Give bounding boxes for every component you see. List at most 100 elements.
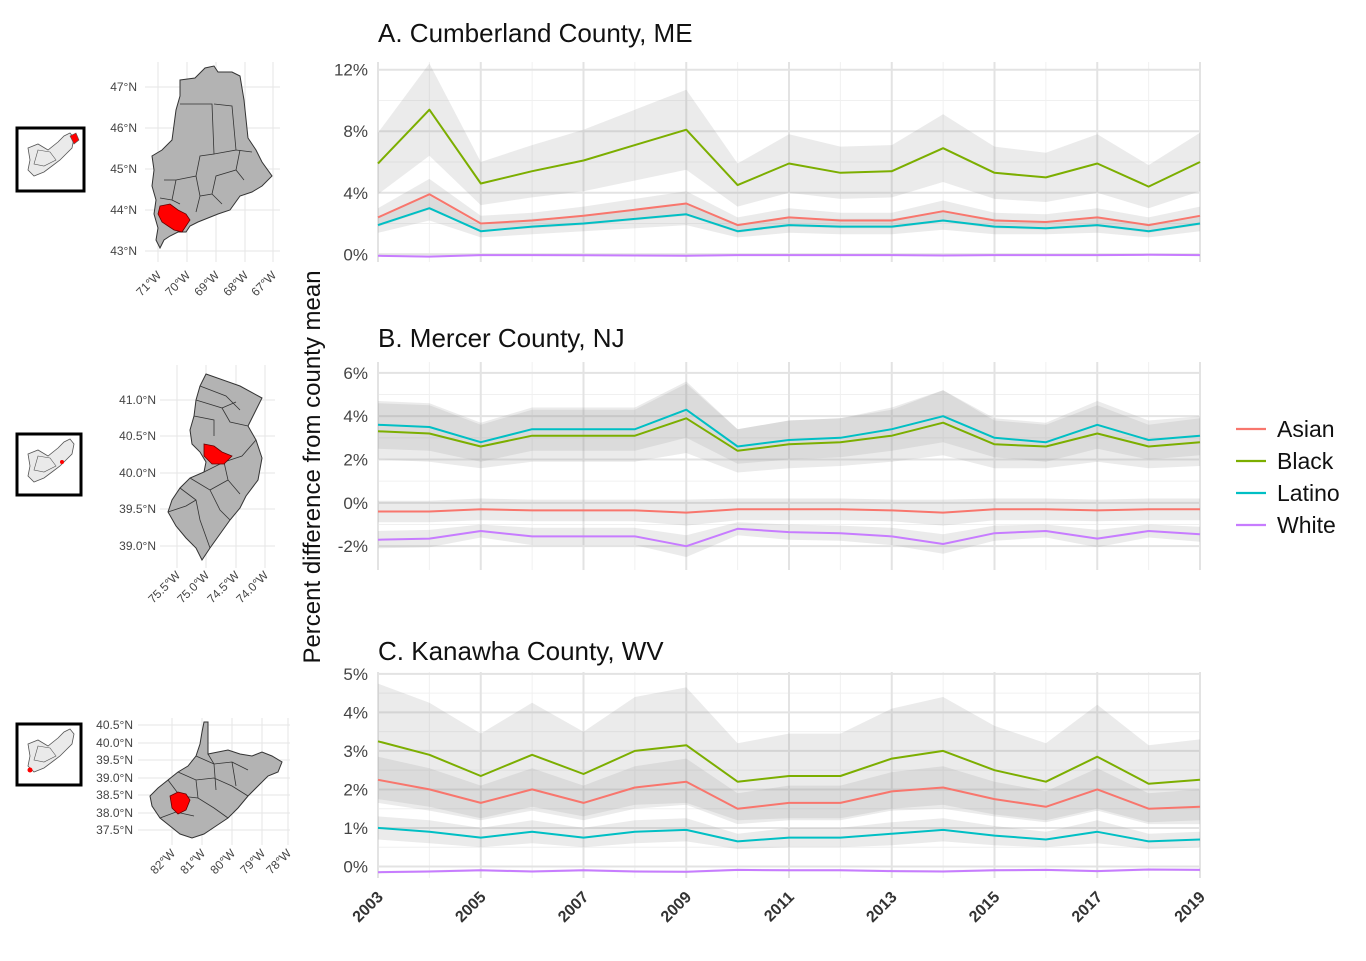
x-tick-label: 2013 (863, 889, 900, 926)
locator-map-ne-wv (15, 722, 83, 787)
map-lon-label: 68°W (220, 268, 251, 299)
x-tick-label: 2007 (555, 889, 592, 926)
highlighted-county-kanawha (169, 791, 191, 815)
x-axis: 2003 2005 2007 2009 2011 2013 2015 2017 2019 (350, 889, 1209, 926)
legend-item-asian: Asian (1236, 416, 1335, 442)
ci-ribbon-white (378, 522, 1200, 557)
map-lat-label: 40.5°N (119, 429, 156, 443)
ci-ribbon-asian (378, 178, 1200, 233)
y-tick-label: 0% (343, 494, 368, 513)
map-lat-label: 40.5°N (96, 718, 133, 732)
series-line-asian (377, 778, 1201, 810)
panel-title: B. Mercer County, NJ (378, 323, 625, 353)
y-tick-label: 2% (343, 780, 368, 799)
locator-map-ne-me (15, 126, 86, 193)
legend-label: White (1277, 512, 1336, 538)
series-lines (377, 740, 1201, 874)
series-line-black (377, 740, 1201, 785)
legend: Asian Black Latino White (1236, 416, 1340, 538)
series-line-black (377, 417, 1201, 452)
ci-ribbon-asian (378, 498, 1200, 526)
map-lat-label: 39.0°N (96, 771, 133, 785)
y-tick-label: 12% (334, 61, 368, 80)
y-tick-label: 2% (343, 451, 368, 470)
map-lat-label: 40.0°N (119, 466, 156, 480)
map-lon-label: 78°W (263, 846, 294, 877)
series-line-black (377, 108, 1201, 188)
map-lat-label: 47°N (110, 80, 137, 94)
map-lat-label: 39.5°N (119, 502, 156, 516)
gridlines (377, 362, 1201, 570)
y-tick-label: -2% (338, 537, 368, 556)
series-lines (377, 108, 1201, 258)
legend-item-white: White (1236, 512, 1336, 538)
series-line-latino (377, 207, 1201, 233)
panel-3: C. Kanawha County, WV 0% 1% 2% 3% 4% 5% (343, 636, 1201, 878)
y-tick-label: 1% (343, 819, 368, 838)
ci-ribbon-asian (378, 756, 1200, 825)
series-line-white (377, 868, 1201, 874)
map-lat-label: 41.0°N (119, 393, 156, 407)
highlighted-county-mercer (203, 443, 233, 465)
state-map-wv: 40.5°N 40.0°N 39.5°N 39.0°N 38.5°N 38.0°N 37.5… (96, 718, 295, 877)
series-line-asian (378, 508, 1200, 514)
y-tick-label: 5% (343, 665, 368, 684)
panel-1: A. Cumberland County, ME 0% 4% 8% 12% (334, 18, 1201, 264)
y-axis-label: Percent difference from county mean (299, 270, 326, 663)
locator-map-ne-nj (15, 432, 83, 497)
y-tick-label: 6% (343, 364, 368, 383)
x-tick-label: 2009 (658, 889, 695, 926)
series-line-asian (377, 193, 1201, 227)
ci-ribbon-latino (378, 816, 1200, 850)
map-lon-label: 81°W (177, 846, 208, 877)
legend-label: Latino (1277, 480, 1340, 506)
map-lon-label: 70°W (162, 268, 193, 299)
legend-item-latino: Latino (1236, 480, 1340, 506)
map-lat-label: 44°N (110, 203, 137, 217)
highlighted-county-cumberland (157, 203, 191, 233)
map-lon-label: 79°W (237, 846, 268, 877)
series-line-latino (377, 826, 1201, 843)
panel-2: B. Mercer County, NJ -2% 0% 2% 4% 6% (338, 323, 1201, 570)
map-lon-label: 74.0°W (233, 568, 271, 606)
legend-item-black: Black (1236, 448, 1334, 474)
map-lat-label: 39.5°N (96, 753, 133, 767)
x-tick-label: 2017 (1069, 889, 1106, 926)
panel-title: A. Cumberland County, ME (378, 18, 693, 48)
series-line-white (377, 527, 1201, 548)
map-lat-label: 39.0°N (119, 539, 156, 553)
y-tick-label: 0% (343, 857, 368, 876)
y-tick-label: 4% (343, 407, 368, 426)
x-tick-label: 2005 (452, 889, 489, 926)
x-tick-label: 2011 (761, 889, 798, 926)
inset-maps: 47°N 46°N 45°N 44°N 43°N 71°W70°W69°W68°W67°… (15, 62, 295, 877)
panel-title: C. Kanawha County, WV (378, 636, 664, 666)
x-tick-label: 2019 (1172, 889, 1209, 926)
map-lat-label: 40.0°N (96, 736, 133, 750)
map-lat-label: 43°N (110, 244, 137, 258)
map-lon-label: 71°W (133, 268, 164, 299)
map-lat-label: 38.5°N (96, 788, 133, 802)
y-tick-label: 4% (343, 184, 368, 203)
ci-ribbons (378, 683, 1200, 874)
y-tick-label: 4% (343, 703, 368, 722)
ci-ribbon-black (378, 683, 1200, 823)
y-tick-label: 8% (343, 122, 368, 141)
map-lon-label: 67°W (248, 268, 279, 299)
y-tick-label: 3% (343, 742, 368, 761)
map-lon-label: 69°W (191, 268, 222, 299)
x-tick-label: 2003 (350, 889, 387, 926)
map-lat-label: 46°N (110, 121, 137, 135)
legend-label: Asian (1277, 416, 1335, 442)
map-lat-label: 37.5°N (96, 823, 133, 837)
map-lat-label: 45°N (110, 162, 137, 176)
series-line-white (377, 253, 1201, 258)
state-map-nj: 41.0°N40.5°N40.0°N39.5°N39.0°N 75.5°W75.… (119, 365, 275, 606)
chart-panels: A. Cumberland County, ME 0% 4% 8% 12% B. Merc… (334, 18, 1201, 878)
map-lon-label: 80°W (207, 846, 238, 877)
y-tick-label: 0% (343, 245, 368, 264)
map-lon-label: 75.0°W (174, 568, 212, 606)
ci-ribbons (378, 381, 1200, 557)
map-lon-label: 82°W (147, 846, 178, 877)
